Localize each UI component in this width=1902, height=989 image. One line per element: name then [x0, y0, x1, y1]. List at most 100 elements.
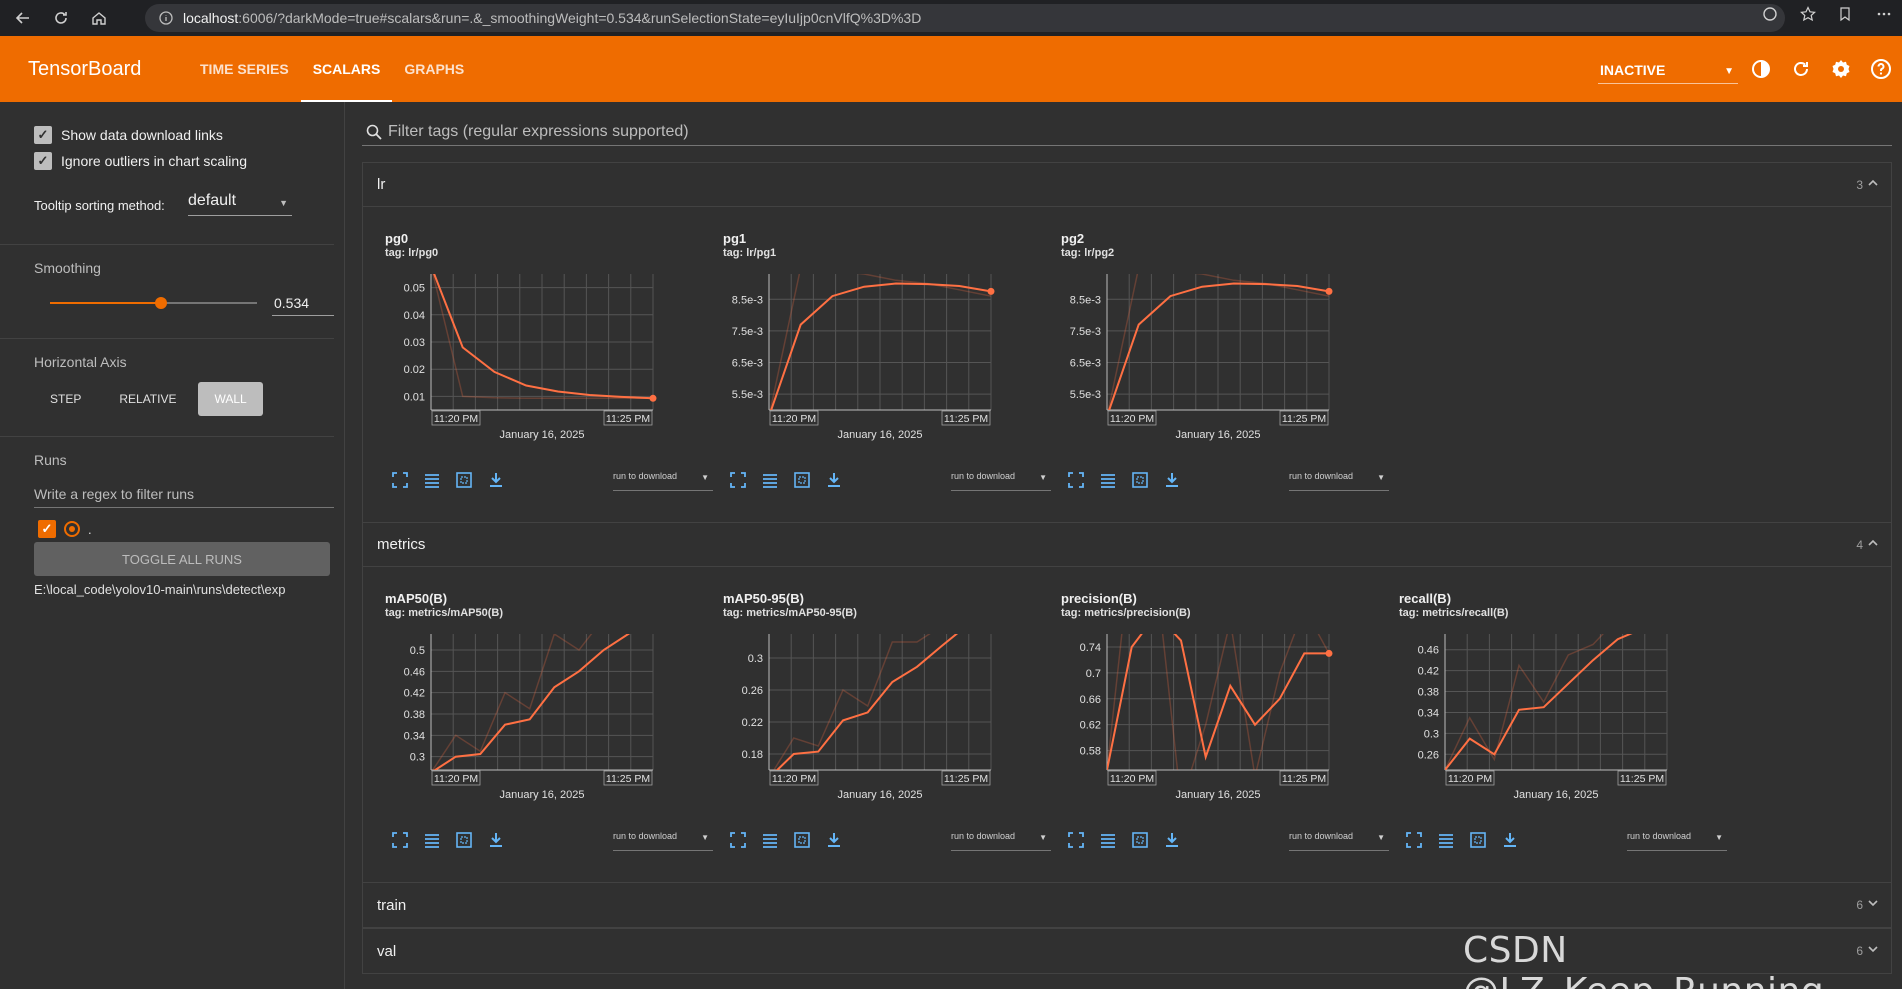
group-header[interactable]: val 6	[363, 929, 1891, 973]
line-chart[interactable]: 5.5e-3 6.5e-3 7.5e-3 8.5e-3 11:20 PM 11:25 PM…	[701, 264, 1031, 474]
run-color-radio[interactable]	[64, 521, 80, 537]
fullscreen-icon[interactable]	[1067, 471, 1085, 489]
fit-domain-icon[interactable]	[455, 471, 473, 489]
x-axis-label: January 16, 2025	[499, 789, 584, 801]
line-chart[interactable]: 0.26 0.3 0.34 0.38 0.42 0.46 11:20 PM 11:25 PM J…	[1377, 624, 1707, 834]
ignore-outliers-option[interactable]: ✓ Ignore outliers in chart scaling	[34, 152, 247, 170]
line-chart[interactable]: 0.18 0.22 0.26 0.3 11:20 PM 11:25 PM January 1…	[701, 624, 1031, 834]
log-scale-icon[interactable]	[1099, 831, 1117, 849]
plugin-status-select[interactable]: INACTIVE ▼	[1598, 56, 1738, 84]
tab-time-series[interactable]: TIME SERIES	[200, 61, 289, 77]
fit-domain-icon[interactable]	[793, 471, 811, 489]
chevron-up-icon[interactable]	[1867, 537, 1879, 549]
group-lr: lr 3 pg0 tag: lr/pg0 0.01 0.02 0.03 0.04 0.05 1…	[362, 162, 1892, 524]
fullscreen-icon[interactable]	[729, 831, 747, 849]
fit-domain-icon[interactable]	[1469, 831, 1487, 849]
smoothing-slider[interactable]	[50, 297, 257, 309]
fullscreen-icon[interactable]	[1405, 831, 1423, 849]
download-icon[interactable]	[1163, 471, 1181, 489]
fullscreen-icon[interactable]	[729, 471, 747, 489]
y-tick-label: 0.3	[1424, 728, 1439, 740]
favorite-star-icon[interactable]	[1800, 6, 1816, 22]
line-chart[interactable]: 0.58 0.62 0.66 0.7 0.74 11:20 PM 11:25 PM Janua…	[1039, 624, 1369, 834]
log-scale-icon[interactable]	[761, 831, 779, 849]
run-to-download-select[interactable]: run to download ▼	[613, 471, 713, 491]
x-axis-label: January 16, 2025	[499, 429, 584, 441]
dark-mode-icon[interactable]	[1748, 56, 1774, 82]
group-title: train	[377, 896, 407, 914]
run-to-download-select[interactable]: run to download ▼	[1289, 831, 1389, 851]
home-icon[interactable]	[84, 3, 114, 33]
run-to-download-select[interactable]: run to download ▼	[613, 831, 713, 851]
fit-domain-icon[interactable]	[1131, 471, 1149, 489]
fullscreen-icon[interactable]	[1067, 831, 1085, 849]
download-icon[interactable]	[1501, 831, 1519, 849]
fit-domain-icon[interactable]	[1131, 831, 1149, 849]
log-scale-icon[interactable]	[761, 471, 779, 489]
y-tick-label: 0.26	[742, 685, 763, 697]
tag-filter-placeholder: Filter tags (regular expressions support…	[388, 122, 689, 140]
checkbox-checked-icon[interactable]: ✓	[34, 126, 52, 144]
axis-wall-button[interactable]: WALL	[198, 382, 263, 416]
series-point	[987, 287, 995, 295]
line-chart[interactable]: 0.01 0.02 0.03 0.04 0.05 11:20 PM 11:25 PM Janu…	[363, 264, 693, 474]
card-toolbar	[729, 831, 843, 849]
download-icon[interactable]	[487, 471, 505, 489]
runs-filter-input[interactable]: Write a regex to filter runs	[34, 480, 334, 508]
run-item[interactable]: ✓ .	[38, 520, 92, 538]
run-to-download-select[interactable]: run to download ▼	[1289, 471, 1389, 491]
run-to-download-select[interactable]: run to download ▼	[1627, 831, 1727, 851]
toggle-all-runs-button[interactable]: TOGGLE ALL RUNS	[34, 542, 330, 576]
fit-domain-icon[interactable]	[455, 831, 473, 849]
checkbox-checked-icon[interactable]: ✓	[34, 152, 52, 170]
tab-scalars[interactable]: SCALARS	[300, 36, 393, 102]
x-tick-label: 11:25 PM	[944, 413, 988, 425]
download-icon[interactable]	[487, 831, 505, 849]
x-tick-box	[1617, 770, 1667, 786]
settings-gear-icon[interactable]	[1828, 56, 1854, 82]
tooltip-sorting-label: Tooltip sorting method:	[34, 198, 165, 213]
slider-thumb[interactable]	[154, 297, 167, 309]
download-icon[interactable]	[825, 471, 843, 489]
raw-series-line	[432, 274, 653, 400]
favorites-icon[interactable]	[1838, 6, 1854, 22]
line-chart[interactable]: 5.5e-3 6.5e-3 7.5e-3 8.5e-3 11:20 PM 11:25 PM…	[1039, 264, 1369, 474]
log-scale-icon[interactable]	[423, 471, 441, 489]
group-header[interactable]: lr 3	[363, 163, 1891, 207]
chevron-down-icon[interactable]	[1867, 943, 1879, 955]
tab-graphs[interactable]: GRAPHS	[404, 61, 465, 77]
log-scale-icon[interactable]	[423, 831, 441, 849]
back-icon[interactable]	[8, 3, 38, 33]
log-scale-icon[interactable]	[1099, 471, 1117, 489]
group-header[interactable]: train 6	[363, 883, 1891, 927]
line-chart[interactable]: 0.3 0.34 0.38 0.42 0.46 0.5 11:20 PM 11:25 PM Ja…	[363, 624, 693, 834]
refresh-page-icon[interactable]	[1762, 6, 1778, 22]
run-to-download-select[interactable]: run to download ▼	[951, 471, 1051, 491]
chevron-up-icon[interactable]	[1867, 177, 1879, 189]
fullscreen-icon[interactable]	[391, 831, 409, 849]
download-icon[interactable]	[1163, 831, 1181, 849]
more-menu-icon[interactable]	[1876, 6, 1892, 22]
fit-domain-icon[interactable]	[793, 831, 811, 849]
reload-data-icon[interactable]	[1788, 56, 1814, 82]
reload-icon[interactable]	[46, 3, 76, 33]
tooltip-sorting-select[interactable]: default ▼	[188, 192, 292, 216]
chevron-down-icon[interactable]	[1867, 897, 1879, 909]
run-to-download-select[interactable]: run to download ▼	[951, 831, 1051, 851]
address-bar[interactable]: localhost:6006/?darkMode=true#scalars&ru…	[145, 4, 1785, 32]
help-icon[interactable]	[1868, 56, 1894, 82]
axis-step-button[interactable]: STEP	[50, 392, 82, 406]
log-scale-icon[interactable]	[1437, 831, 1455, 849]
tag-filter-input[interactable]: Filter tags (regular expressions support…	[362, 118, 1892, 146]
axis-relative-button[interactable]: RELATIVE	[119, 392, 177, 406]
site-info-icon[interactable]	[159, 11, 173, 25]
run-checkbox[interactable]: ✓	[38, 520, 56, 538]
app-logo[interactable]: TensorBoard	[28, 57, 142, 80]
run-to-download-label: run to download	[1289, 831, 1354, 841]
download-icon[interactable]	[825, 831, 843, 849]
fullscreen-icon[interactable]	[391, 471, 409, 489]
y-tick-label: 0.04	[404, 310, 425, 322]
smoothing-input[interactable]: 0.534	[272, 290, 334, 316]
show-download-links-option[interactable]: ✓ Show data download links	[34, 126, 223, 144]
group-header[interactable]: metrics 4	[363, 523, 1891, 567]
